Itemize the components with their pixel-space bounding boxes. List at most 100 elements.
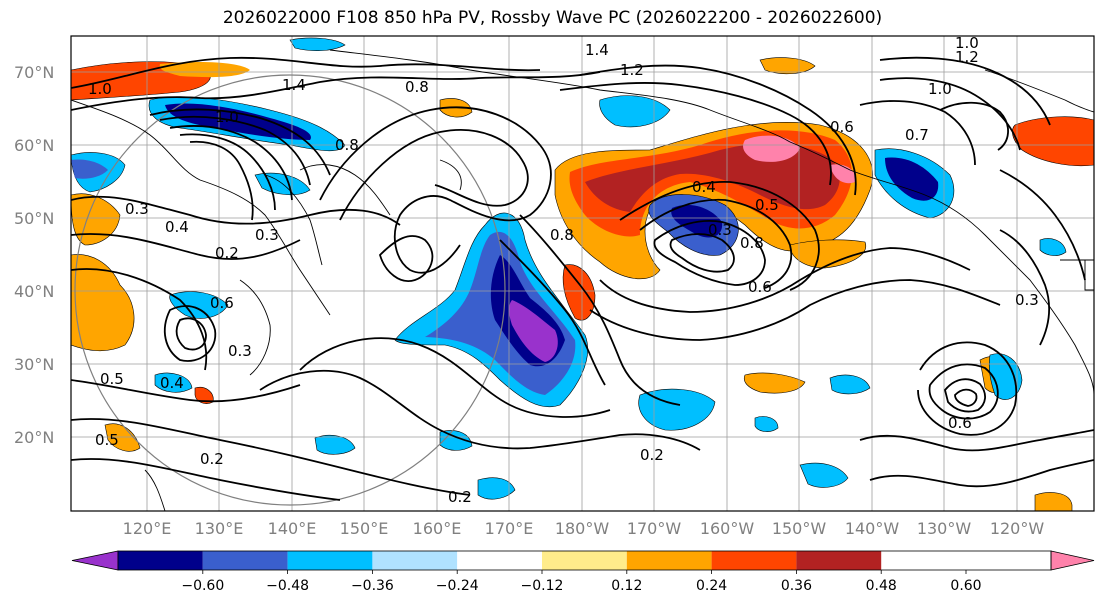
colorbar-tick-label: 0.36 xyxy=(781,578,812,594)
shade-cyan-blob-2 xyxy=(799,462,849,488)
map-panel: 1.0 1.4 0.8 1.4 1.2 1.0 1.2 1.0 0.7 0.6 … xyxy=(71,34,1094,511)
contour-label: 1.2 xyxy=(620,61,644,79)
lat-label-60n: 60°N xyxy=(14,136,54,155)
colorbar-ticks xyxy=(202,570,967,574)
shade-cyan-blob-12 xyxy=(754,416,779,432)
contour-label: 0.5 xyxy=(95,431,119,449)
latitude-labels: 70°N 60°N 50°N 40°N 30°N 20°N xyxy=(14,63,54,447)
longitude-labels: 120°E 130°E 140°E 150°E 160°E 170°E 180°… xyxy=(123,519,1045,538)
contour-label: 0.3 xyxy=(228,342,252,360)
contour-label: 1.0 xyxy=(955,34,979,52)
shade-cyan-blob-13 xyxy=(477,477,516,500)
colorbar-tick-label: −0.60 xyxy=(181,578,224,594)
colorbar-segment xyxy=(118,551,203,570)
colorbar-segment xyxy=(542,551,627,570)
contour-label: 0.3 xyxy=(1015,291,1039,309)
contour-label: 0.4 xyxy=(165,218,189,236)
pv-shading xyxy=(71,37,1094,511)
contour-label: 1.4 xyxy=(282,76,306,94)
contour-labels: 1.0 1.4 0.8 1.4 1.2 1.0 1.2 1.0 0.7 0.6 … xyxy=(88,34,1039,506)
contour-label: 0.6 xyxy=(830,118,854,136)
shade-cyan-blob-9 xyxy=(169,291,229,319)
lon-label: 140°W xyxy=(845,519,900,538)
shade-orange-gulf-east xyxy=(789,239,867,269)
colorbar-segment xyxy=(457,551,542,570)
shade-navy-alaska xyxy=(885,157,939,201)
lon-label: 120°E xyxy=(123,519,172,538)
colorbar-segment xyxy=(202,551,288,570)
lon-label: 150°E xyxy=(340,519,389,538)
shade-orange-south xyxy=(743,372,806,394)
contour-label: 0.8 xyxy=(405,78,429,96)
shade-red-nearight xyxy=(1012,116,1094,166)
contour-label: 0.6 xyxy=(948,414,972,432)
colorbar-segment xyxy=(711,551,797,570)
colorbar-segment xyxy=(796,551,882,570)
colorbar-segment xyxy=(626,551,712,570)
contour-label: 0.3 xyxy=(125,200,149,218)
shade-orange-topleft xyxy=(159,62,250,78)
colorbar-tick-label: −0.12 xyxy=(521,578,564,594)
colorbar-tick-label: −0.36 xyxy=(351,578,394,594)
colorbar-tick-label: 0.60 xyxy=(950,578,981,594)
map-title: 2026022000 F108 850 hPa PV, Rossby Wave … xyxy=(222,8,883,28)
coastlines xyxy=(71,49,1094,511)
lat-label-70n: 70°N xyxy=(14,63,54,82)
contour-label: 1.4 xyxy=(585,41,609,59)
contour-label: 0.7 xyxy=(905,126,929,144)
range-circle xyxy=(74,74,506,506)
shade-orange-blob-3 xyxy=(104,423,141,452)
lon-label: 160°E xyxy=(413,519,462,538)
contour-label: 1.0 xyxy=(215,108,239,126)
lon-label: 160°W xyxy=(700,519,755,538)
lon-label: 150°W xyxy=(772,519,827,538)
contour-label: 0.4 xyxy=(160,374,184,392)
lat-label-30n: 30°N xyxy=(14,355,54,374)
colorbar-tick-label: 0.12 xyxy=(611,578,642,594)
contour-label: 0.6 xyxy=(748,278,772,296)
lat-label-40n: 40°N xyxy=(14,282,54,301)
shade-cyan-blob-4 xyxy=(314,435,356,455)
contour-label: 0.3 xyxy=(708,221,732,239)
contour-label: 1.0 xyxy=(88,80,112,98)
shade-cyan-blob-10 xyxy=(1039,238,1067,256)
colorbar-outline xyxy=(117,550,1052,571)
colorbar-extend-min xyxy=(71,550,119,571)
shade-navy-west xyxy=(71,159,108,179)
colorbar-extend-max xyxy=(1050,550,1095,571)
contour-label: 1.0 xyxy=(928,80,952,98)
lon-label: 130°E xyxy=(195,519,244,538)
contour-label: 0.2 xyxy=(448,488,472,506)
contour-label: 0.4 xyxy=(692,178,716,196)
contour-label: 0.8 xyxy=(335,136,359,154)
contour-label: 0.5 xyxy=(755,196,779,214)
contour-label: 0.8 xyxy=(740,234,764,252)
gridlines xyxy=(71,36,1094,511)
lon-label: 170°E xyxy=(485,519,534,538)
contour-label: 0.5 xyxy=(100,370,124,388)
lon-label: 140°E xyxy=(268,519,317,538)
map-frame xyxy=(70,35,1095,512)
shade-orange-west xyxy=(71,254,135,352)
pv-contours xyxy=(71,56,1094,501)
lon-label: 170°W xyxy=(627,519,682,538)
contour-label: 0.3 xyxy=(255,226,279,244)
contour-label: 1.2 xyxy=(955,48,979,66)
lat-label-50n: 50°N xyxy=(14,209,54,228)
colorbar-segment xyxy=(372,551,458,570)
contour-label: 0.2 xyxy=(200,450,224,468)
shade-cyan-blob-6 xyxy=(154,372,193,393)
colorbar-tick-label: −0.48 xyxy=(266,578,309,594)
contour-label: 0.8 xyxy=(550,226,574,244)
lon-label: 130°W xyxy=(917,519,972,538)
colorbar-tick-label: 0.48 xyxy=(866,578,897,594)
shade-cyan-blob-8 xyxy=(599,95,671,128)
shade-purple-dateline xyxy=(509,300,558,362)
shade-cyan-blob-11 xyxy=(289,37,346,51)
colorbar-tick-label: −0.24 xyxy=(436,578,479,594)
lat-label-20n: 20°N xyxy=(14,428,54,447)
colorbar-tick-label: 0.24 xyxy=(696,578,727,594)
contour-label: 0.6 xyxy=(210,294,234,312)
contour-label: 0.2 xyxy=(215,244,239,262)
